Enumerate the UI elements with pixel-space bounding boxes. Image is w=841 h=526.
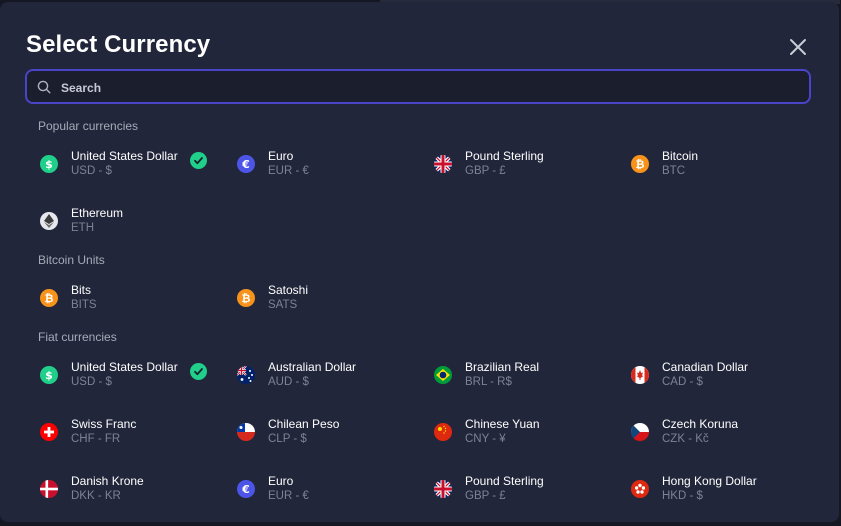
currency-name: Canadian Dollar xyxy=(662,360,749,374)
denmark-flag-icon xyxy=(40,480,58,498)
bitcoin-icon: ₿ xyxy=(237,289,255,307)
currency-code: DKK - KR xyxy=(71,490,121,500)
currency-item-btc-popular[interactable]: ₿ Bitcoin BTC xyxy=(631,145,821,181)
currency-item-eur-fiat[interactable]: € Euro EUR - € xyxy=(237,470,427,500)
currency-item-usd-popular[interactable]: $ United States Dollar USD - $ xyxy=(40,145,230,181)
brazil-flag-icon xyxy=(434,366,452,384)
currency-name: Bits xyxy=(71,283,92,297)
currency-name: Euro xyxy=(268,474,294,488)
currency-name: Swiss Franc xyxy=(71,417,137,431)
czech-flag-icon xyxy=(631,423,649,441)
currency-item-bits[interactable]: ₿ Bits BITS xyxy=(40,279,230,315)
currency-name: Czech Koruna xyxy=(662,417,739,431)
currency-code: EUR - € xyxy=(268,490,309,500)
section-title-bitcoin-units: Bitcoin Units xyxy=(38,253,105,267)
bitcoin-icon: ₿ xyxy=(40,289,58,307)
currency-code: CAD - $ xyxy=(662,376,703,388)
currency-code: BRL - R$ xyxy=(465,376,512,388)
check-icon xyxy=(190,363,207,380)
currency-name: Bitcoin xyxy=(662,149,699,163)
currency-name: Australian Dollar xyxy=(268,360,357,374)
bitcoin-icon: ₿ xyxy=(631,155,649,173)
canada-flag-icon xyxy=(631,366,649,384)
currency-item-eth-popular[interactable]: Ethereum ETH xyxy=(40,202,230,238)
currency-code: HKD - $ xyxy=(662,490,703,500)
section-title-popular: Popular currencies xyxy=(38,119,139,133)
currency-name: United States Dollar xyxy=(71,149,178,163)
currency-item-czk[interactable]: Czech Koruna CZK - Kč xyxy=(631,413,821,449)
currency-list[interactable]: Popular currencies $ United States Dolla… xyxy=(0,112,839,500)
currency-name: Chilean Peso xyxy=(268,417,340,431)
currency-name: Ethereum xyxy=(71,206,124,220)
currency-name: Danish Krone xyxy=(71,474,144,488)
currency-item-eur-popular[interactable]: € Euro EUR - € xyxy=(237,145,427,181)
currency-code: USD - $ xyxy=(71,376,112,388)
dollar-icon: $ xyxy=(40,366,58,384)
currency-item-usd-fiat[interactable]: $ United States Dollar USD - $ xyxy=(40,356,230,392)
currency-name: Pound Sterling xyxy=(465,474,544,488)
currency-item-aud[interactable]: Australian Dollar AUD - $ xyxy=(237,356,427,392)
currency-name: Euro xyxy=(268,149,294,163)
currency-code: BITS xyxy=(71,299,97,311)
australia-flag-icon xyxy=(237,366,255,384)
currency-code: CLP - $ xyxy=(268,433,307,445)
close-button[interactable] xyxy=(786,35,810,59)
currency-name: Hong Kong Dollar xyxy=(662,474,757,488)
modal-title: Select Currency xyxy=(26,31,211,58)
currency-name: United States Dollar xyxy=(71,360,178,374)
currency-item-clp[interactable]: Chilean Peso CLP - $ xyxy=(237,413,427,449)
currency-name: Brazilian Real xyxy=(465,360,540,374)
currency-code: GBP - £ xyxy=(465,165,506,177)
currency-name: Chinese Yuan xyxy=(465,417,540,431)
china-flag-icon xyxy=(434,423,452,441)
currency-item-gbp-popular[interactable]: Pound Sterling GBP - £ xyxy=(434,145,624,181)
chile-flag-icon xyxy=(237,423,255,441)
currency-code: SATS xyxy=(268,299,298,311)
currency-code: BTC xyxy=(662,165,685,177)
currency-item-brl[interactable]: Brazilian Real BRL - R$ xyxy=(434,356,624,392)
check-icon xyxy=(190,152,207,169)
currency-item-cny[interactable]: Chinese Yuan CNY - ¥ xyxy=(434,413,624,449)
currency-item-dkk[interactable]: Danish Krone DKK - KR xyxy=(40,470,230,500)
currency-item-hkd[interactable]: Hong Kong Dollar HKD - $ xyxy=(631,470,821,500)
ethereum-icon xyxy=(40,212,58,230)
hong-kong-flag-icon xyxy=(631,480,649,498)
currency-code: ETH xyxy=(71,222,94,234)
currency-name: Pound Sterling xyxy=(465,149,544,163)
uk-flag-icon xyxy=(434,480,452,498)
search-icon xyxy=(37,80,51,94)
currency-item-cad[interactable]: Canadian Dollar CAD - $ xyxy=(631,356,821,392)
currency-name: Satoshi xyxy=(268,283,309,297)
currency-item-gbp-fiat[interactable]: Pound Sterling GBP - £ xyxy=(434,470,624,500)
currency-code: CHF - FR xyxy=(71,433,121,445)
search-box[interactable] xyxy=(25,69,811,104)
currency-code: EUR - € xyxy=(268,165,309,177)
close-icon xyxy=(790,39,806,55)
euro-icon: € xyxy=(237,480,255,498)
currency-code: AUD - $ xyxy=(268,376,309,388)
currency-code: CZK - Kč xyxy=(662,433,709,445)
dollar-icon: $ xyxy=(40,155,58,173)
euro-icon: € xyxy=(237,155,255,173)
currency-code: CNY - ¥ xyxy=(465,433,506,445)
currency-code: GBP - £ xyxy=(465,490,506,500)
currency-item-chf[interactable]: Swiss Franc CHF - FR xyxy=(40,413,230,449)
switzerland-flag-icon xyxy=(40,423,58,441)
uk-flag-icon xyxy=(434,155,452,173)
search-input[interactable] xyxy=(59,71,803,104)
currency-code: USD - $ xyxy=(71,165,112,177)
section-title-fiat: Fiat currencies xyxy=(38,330,117,344)
currency-item-sats[interactable]: ₿ Satoshi SATS xyxy=(237,279,427,315)
